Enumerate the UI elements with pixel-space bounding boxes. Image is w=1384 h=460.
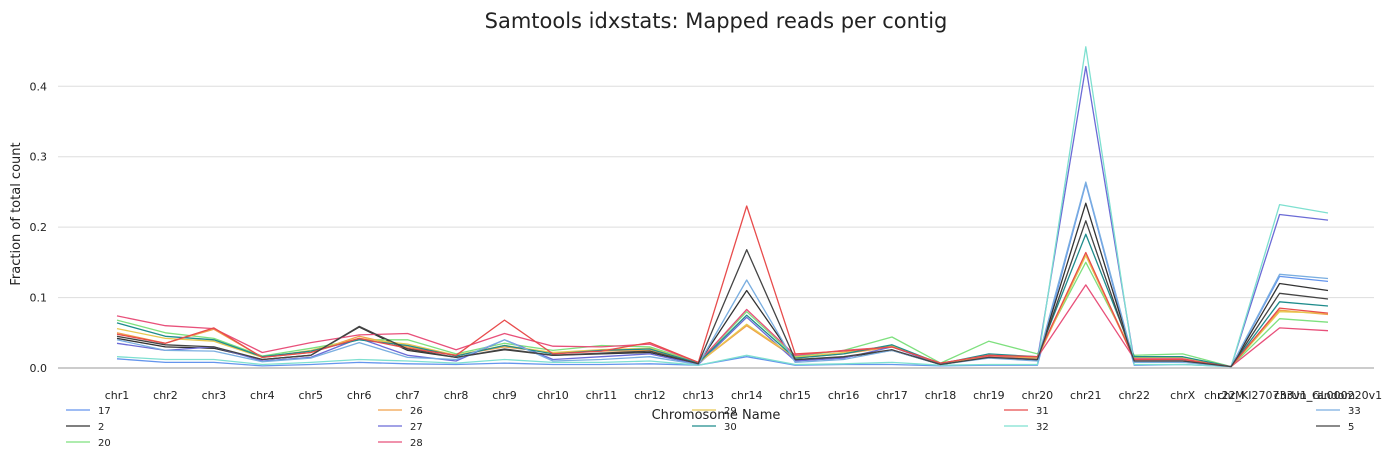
- x-tick-label-13: chr14: [731, 389, 763, 402]
- x-tick-label-22: chrX: [1170, 389, 1196, 402]
- series-line-30: [116, 233, 1329, 368]
- x-tick-label-6: chr7: [395, 389, 420, 402]
- x-tick-label-8: chr9: [492, 389, 517, 402]
- series-line-20: [116, 261, 1329, 368]
- series-line-28: [116, 284, 1329, 368]
- legend-label-27: 27: [410, 422, 423, 433]
- x-tick-label-9: chr10: [537, 389, 569, 402]
- x-tick-label-12: chr13: [683, 389, 715, 402]
- legend-label-32: 32: [1036, 422, 1049, 433]
- x-tick-label-1: chr2: [153, 389, 178, 402]
- y-tick-label-1: 0.1: [30, 292, 48, 305]
- x-tick-label-10: chr11: [586, 389, 618, 402]
- legend-label-33: 33: [1348, 406, 1361, 417]
- x-axis-label: Chromosome Name: [652, 408, 781, 423]
- x-tick-label-17: chr18: [925, 389, 957, 402]
- series-line-32: [116, 46, 1329, 368]
- legend-label-17: 17: [98, 406, 111, 417]
- series-line-33: [116, 181, 1329, 368]
- legend-label-20: 20: [98, 438, 111, 449]
- y-tick-label-2: 0.2: [30, 221, 48, 234]
- series-lines: [116, 46, 1329, 368]
- x-tick-label-11: chr12: [634, 389, 666, 402]
- y-tick-label-4: 0.4: [30, 80, 48, 93]
- x-tick-label-24: chr22_KI270733v1_random: [1204, 389, 1355, 402]
- x-tick-label-21: chr22: [1118, 389, 1150, 402]
- chart-title: Samtools idxstats: Mapped reads per cont…: [485, 9, 948, 33]
- x-tick-label-2: chr3: [202, 389, 227, 402]
- legend-label-30: 30: [724, 422, 737, 433]
- legend-label-5: 5: [1348, 422, 1354, 433]
- series-line-31: [116, 205, 1329, 368]
- x-tick-label-7: chr8: [444, 389, 469, 402]
- x-tick-label-16: chr17: [876, 389, 908, 402]
- x-tick-label-25: chrUn_GL000220v1: [1274, 389, 1382, 402]
- x-tick-label-4: chr5: [298, 389, 323, 402]
- legend: 17 2 20 26 27 28 29 30 31 32 33 5: [66, 406, 1361, 449]
- series-line-5: [116, 220, 1329, 368]
- y-axis-ticks: 0.0 0.1 0.2 0.3 0.4: [30, 80, 48, 375]
- legend-label-26: 26: [410, 406, 423, 417]
- x-tick-label-18: chr19: [973, 389, 1005, 402]
- x-tick-label-20: chr21: [1070, 389, 1102, 402]
- legend-label-28: 28: [410, 438, 423, 449]
- legend-label-31: 31: [1036, 406, 1049, 417]
- y-tick-label-0: 0.0: [30, 362, 48, 375]
- x-tick-label-15: chr16: [828, 389, 860, 402]
- x-tick-label-5: chr6: [347, 389, 372, 402]
- legend-label-2: 2: [98, 422, 104, 433]
- x-tick-label-19: chr20: [1022, 389, 1054, 402]
- x-tick-label-14: chr15: [779, 389, 811, 402]
- y-tick-label-3: 0.3: [30, 151, 48, 164]
- x-axis-ticks: chr1 chr2 chr3 chr4 chr5 chr6 chr7 chr8 chr9 chr1…: [105, 389, 1382, 402]
- gridlines: [58, 85, 1374, 369]
- x-tick-label-0: chr1: [105, 389, 130, 402]
- x-tick-label-3: chr4: [250, 389, 275, 402]
- x-tick-label-23: chrM: [1218, 389, 1245, 402]
- legend-label-29: 29: [724, 406, 737, 417]
- y-axis-label: Fraction of total count: [9, 142, 24, 285]
